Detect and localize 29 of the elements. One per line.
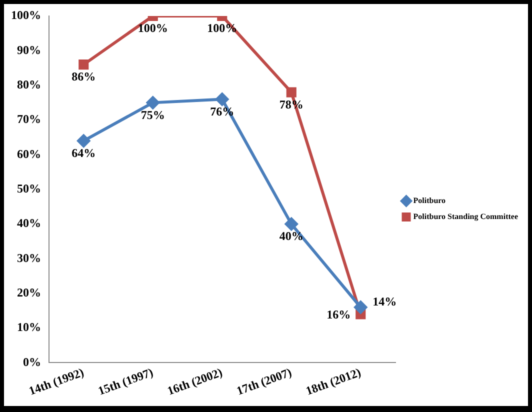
point: [146, 96, 160, 110]
point: [78, 60, 89, 70]
x-tick-label: 18th (2012): [304, 365, 363, 398]
legend-label: Politburo: [413, 196, 446, 206]
x-tick-label: 15th (1997): [96, 365, 155, 398]
y-tick-label: 90%: [17, 42, 41, 57]
point: [284, 218, 298, 231]
data-label: 86%: [72, 70, 96, 84]
data-label: 75%: [140, 108, 165, 122]
x-tick-label: 17th (2007): [234, 365, 294, 398]
y-tick-label: 50%: [17, 181, 41, 196]
point: [216, 92, 229, 106]
y-tick-label: 20%: [17, 285, 41, 300]
data-label: 64%: [72, 146, 96, 160]
y-tick-label: 80%: [17, 77, 41, 92]
y-tick-label: 100%: [11, 8, 41, 22]
y-tick-label: 10%: [17, 320, 41, 334]
y-tick-label: 40%: [17, 216, 41, 230]
y-tick-label: 60%: [17, 146, 41, 161]
y-tick-label: 70%: [17, 112, 41, 126]
point: [354, 300, 368, 314]
point: [286, 87, 296, 98]
point: [77, 134, 90, 148]
x-tick-label: 16th (2002): [165, 365, 224, 398]
data-label: 16%: [326, 307, 351, 322]
legend-label: Politburo Standing Committee: [413, 212, 518, 222]
data-label: 100%: [138, 21, 168, 36]
y-tick-label: 30%: [17, 250, 41, 265]
data-label: 14%: [372, 294, 397, 308]
